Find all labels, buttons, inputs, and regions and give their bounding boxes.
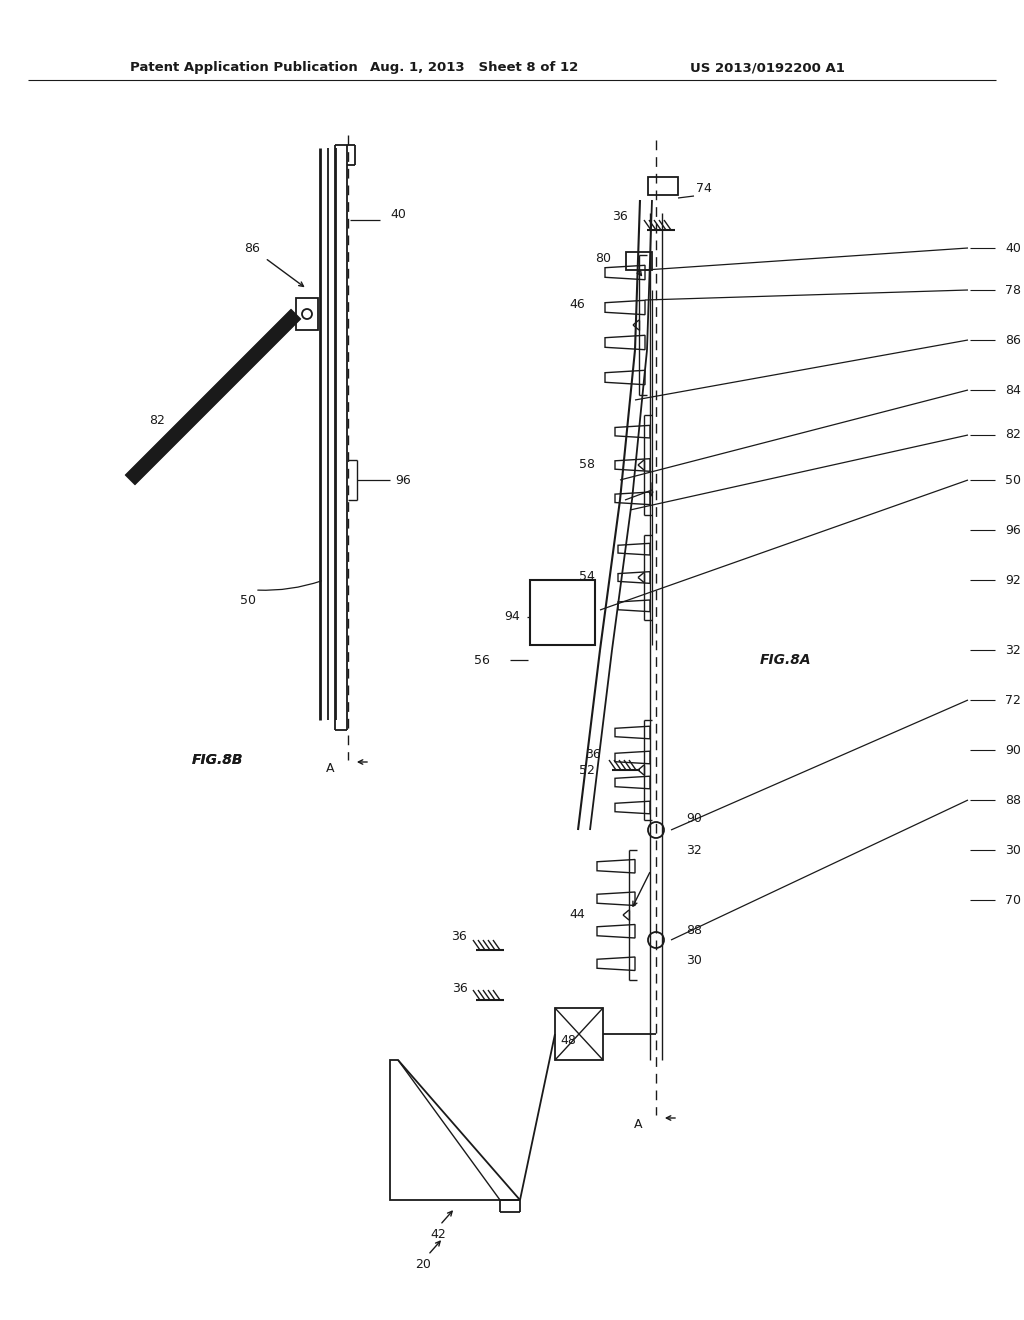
Bar [555, 1008, 603, 1060]
Text: 42: 42 [430, 1229, 445, 1242]
Text: 70: 70 [1005, 894, 1021, 907]
Text: 96: 96 [1005, 524, 1021, 536]
Text: 74: 74 [696, 181, 712, 194]
Bar [648, 177, 678, 195]
Text: 30: 30 [1005, 843, 1021, 857]
Text: 78: 78 [1005, 284, 1021, 297]
Text: Patent Application Publication: Patent Application Publication [130, 62, 357, 74]
Text: 50: 50 [240, 594, 256, 606]
Bar [530, 579, 595, 645]
Text: 82: 82 [150, 413, 165, 426]
Text: 30: 30 [686, 953, 701, 966]
Text: 80: 80 [595, 252, 611, 264]
Text: 36: 36 [453, 982, 468, 994]
Text: 44: 44 [569, 908, 585, 921]
Text: 94: 94 [504, 610, 520, 623]
Text: Aug. 1, 2013   Sheet 8 of 12: Aug. 1, 2013 Sheet 8 of 12 [370, 62, 579, 74]
Text: FIG.8B: FIG.8B [193, 752, 244, 767]
Text: A: A [634, 1118, 642, 1131]
Bar [296, 298, 318, 330]
Text: 86: 86 [1005, 334, 1021, 346]
Text: 36: 36 [586, 748, 601, 762]
Text: 32: 32 [1005, 644, 1021, 656]
Text: 88: 88 [686, 924, 702, 936]
Text: 32: 32 [686, 843, 701, 857]
Text: 56: 56 [474, 653, 490, 667]
Text: 92: 92 [1005, 573, 1021, 586]
Text: 72: 72 [1005, 693, 1021, 706]
Text: 90: 90 [1005, 743, 1021, 756]
Text: 20: 20 [415, 1258, 431, 1271]
Text: 90: 90 [686, 812, 701, 825]
Text: 96: 96 [395, 474, 411, 487]
Text: US 2013/0192200 A1: US 2013/0192200 A1 [690, 62, 845, 74]
Text: 46: 46 [569, 298, 585, 312]
Polygon shape [125, 309, 301, 484]
Text: 88: 88 [1005, 793, 1021, 807]
Text: 36: 36 [452, 931, 467, 944]
Text: FIG.8A: FIG.8A [760, 653, 812, 667]
Bar [626, 252, 652, 271]
Text: FIG.8B: FIG.8B [193, 752, 244, 767]
Text: 54: 54 [580, 570, 595, 583]
Text: 36: 36 [612, 210, 628, 223]
Text: 50: 50 [1005, 474, 1021, 487]
Text: 86: 86 [244, 242, 260, 255]
Text: 40: 40 [1005, 242, 1021, 255]
Text: A: A [326, 762, 334, 775]
Text: 48: 48 [560, 1034, 575, 1047]
Text: 40: 40 [390, 209, 406, 222]
Text: 58: 58 [579, 458, 595, 471]
Text: 82: 82 [1005, 429, 1021, 441]
Text: 84: 84 [1005, 384, 1021, 396]
Text: 52: 52 [580, 763, 595, 776]
